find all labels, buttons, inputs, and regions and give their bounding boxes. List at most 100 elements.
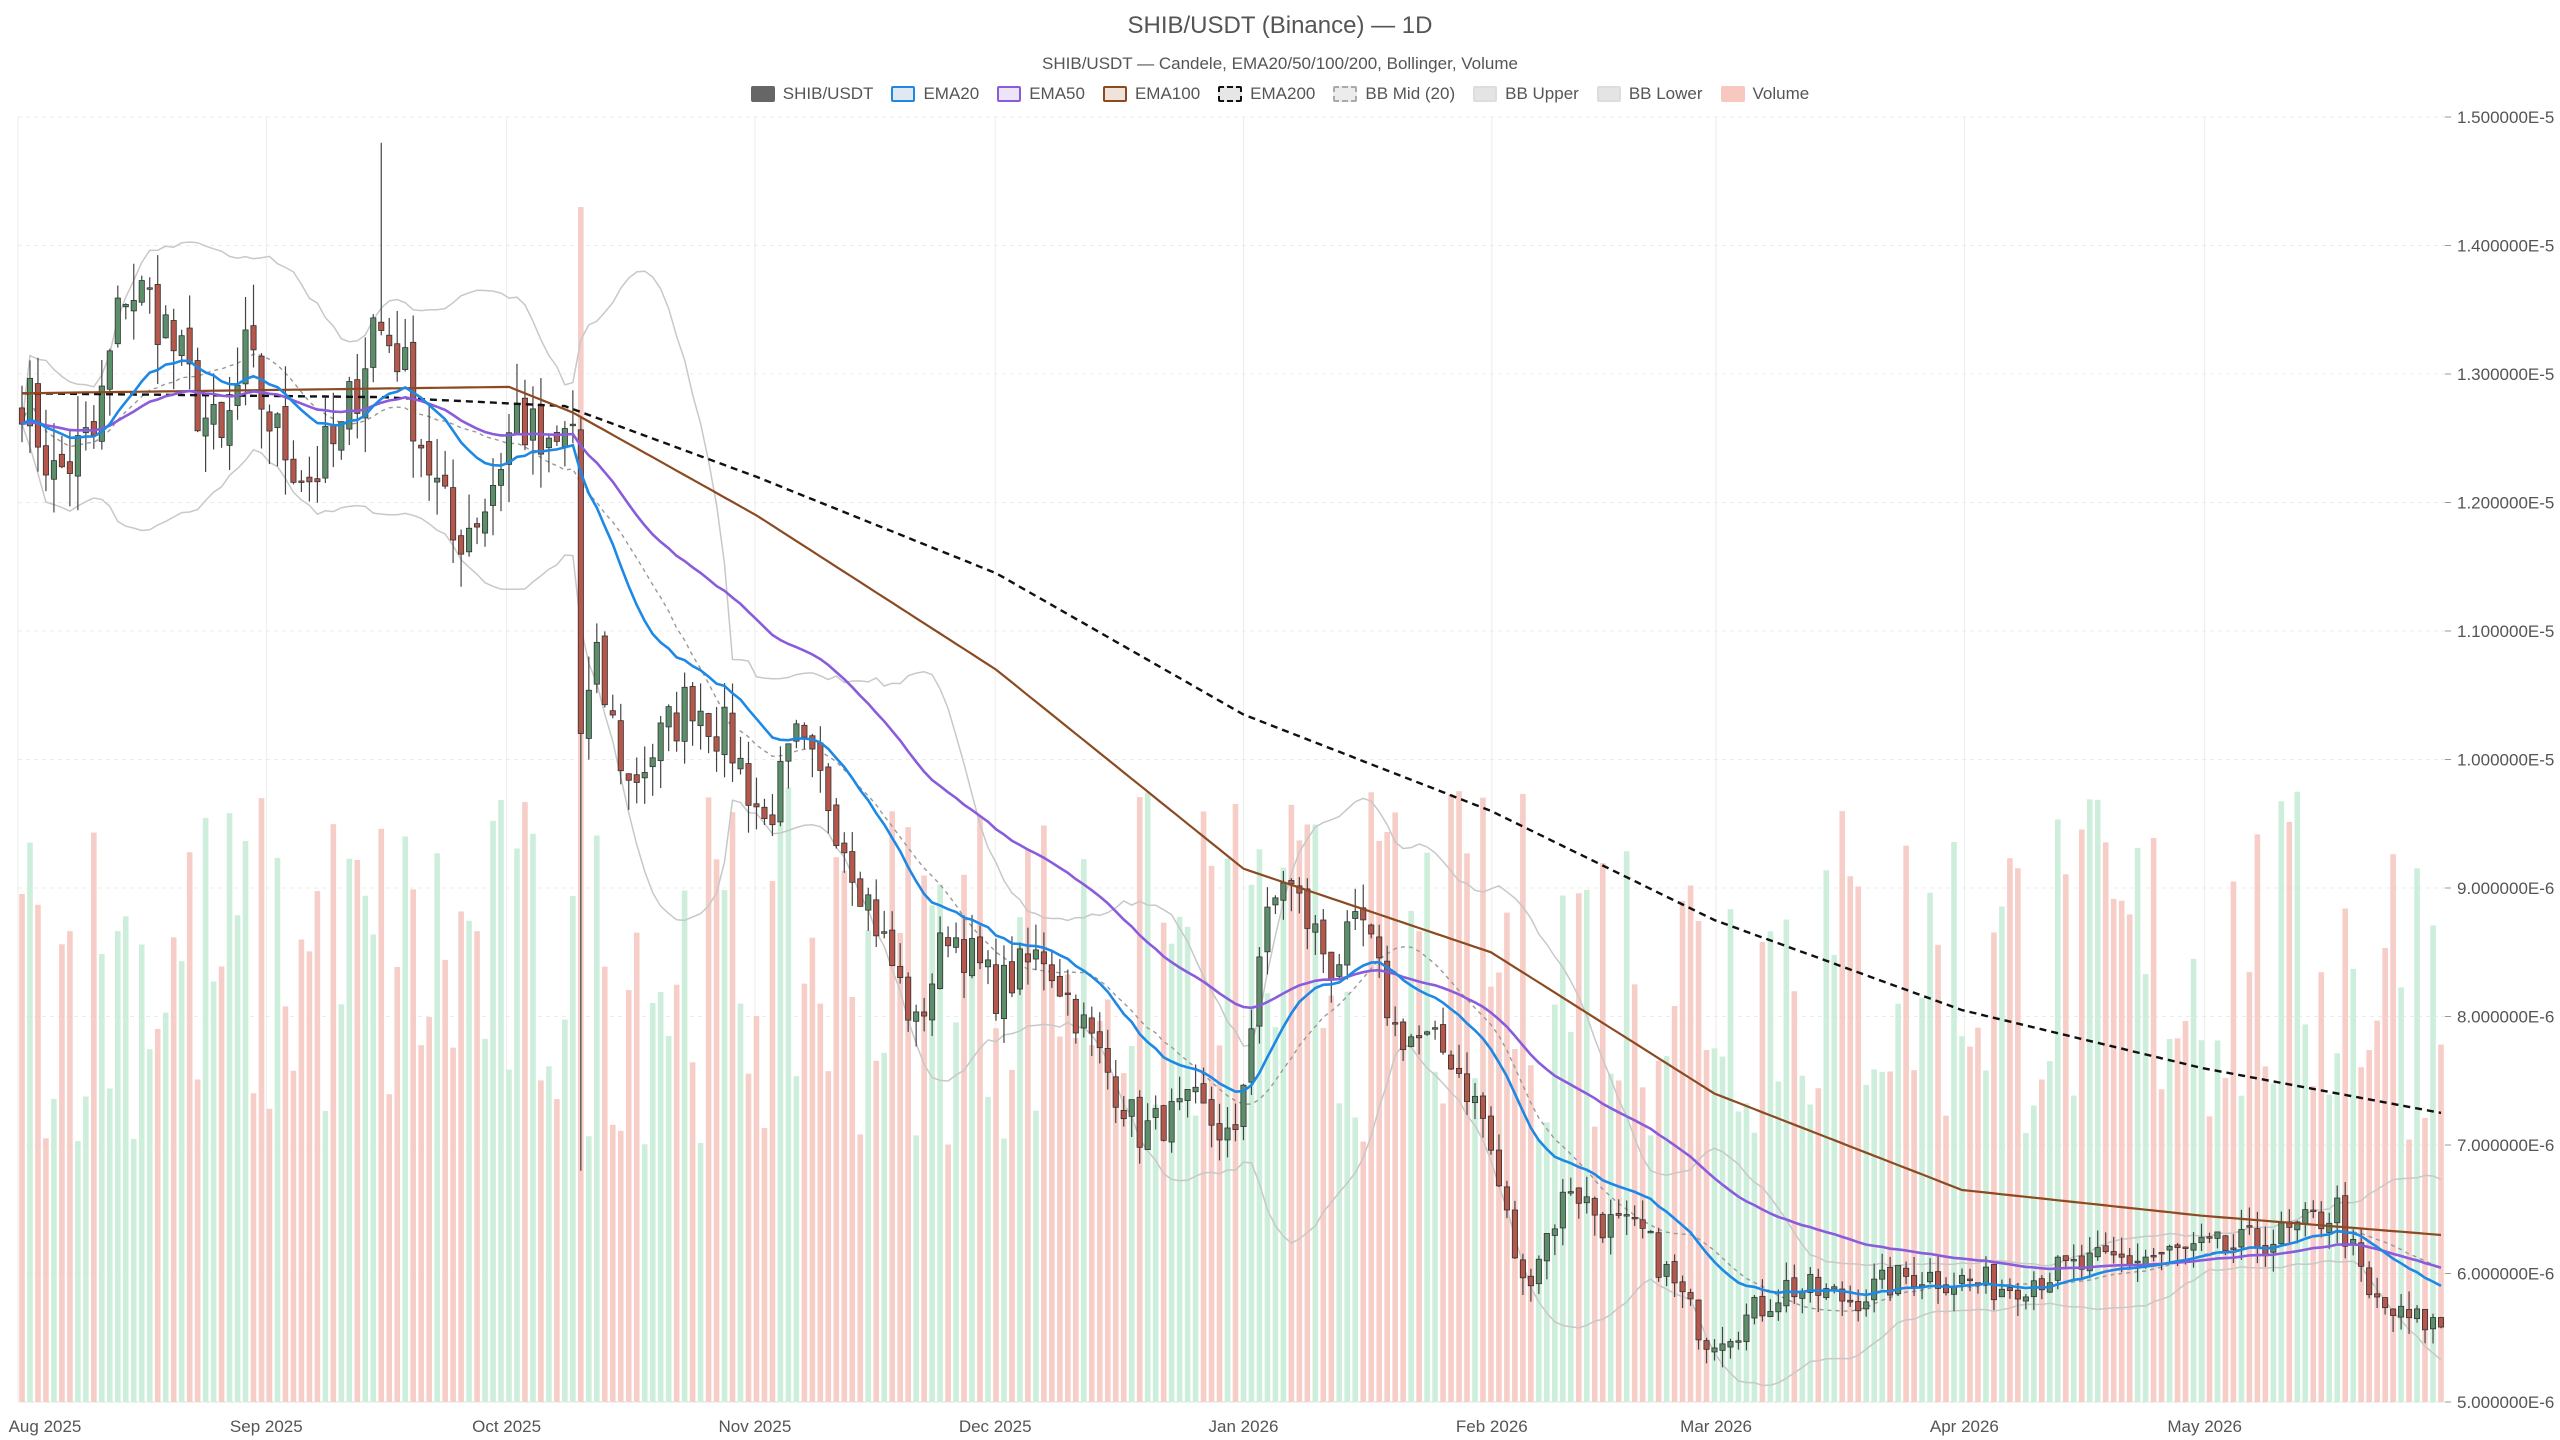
volume-bar — [1719, 1056, 1726, 1402]
candle-body — [466, 527, 473, 553]
volume-bar — [442, 959, 448, 1402]
candle-body — [617, 720, 624, 772]
volume-bar — [146, 1049, 153, 1402]
candle-body — [1495, 1149, 1502, 1187]
candle-body — [665, 706, 672, 728]
legend-item[interactable]: BB Lower — [1596, 84, 1703, 104]
y-tick-label: 1.200000E-5 — [2457, 494, 2554, 513]
candle-body — [777, 760, 784, 823]
candle-body — [1703, 1340, 1710, 1350]
candle-body — [745, 763, 752, 806]
candle-body — [1519, 1259, 1526, 1279]
legend-item[interactable]: EMA50 — [997, 84, 1085, 104]
ema-lines — [21, 359, 2442, 1297]
volume-bar — [1799, 1075, 1806, 1402]
volume-bar — [689, 1062, 696, 1402]
candle-body — [809, 735, 816, 750]
volume-bar — [1009, 1069, 1015, 1402]
volume-bar — [346, 858, 353, 1402]
candle-body — [130, 300, 137, 312]
candle-body — [681, 686, 688, 742]
candle-body — [418, 444, 425, 449]
candle-body — [1208, 1099, 1215, 1126]
candle-body — [2302, 1209, 2309, 1225]
candle-body — [482, 511, 489, 534]
candle-body — [1487, 1115, 1495, 1151]
volume-bar — [1352, 1117, 1359, 1402]
volume-bar — [194, 1079, 201, 1402]
candle-body — [2422, 1308, 2429, 1331]
candle-body — [1168, 1101, 1175, 1143]
legend-label: BB Upper — [1505, 84, 1579, 103]
x-tick-label: Oct 2025 — [472, 1417, 541, 1436]
volume-bar — [1168, 943, 1175, 1402]
candle-body — [945, 937, 952, 947]
x-tick-label: May 2026 — [2167, 1417, 2242, 1436]
candle-body — [1839, 1288, 1846, 1302]
candle-body — [170, 320, 177, 352]
candle-body — [569, 423, 576, 427]
candle-body — [218, 401, 225, 438]
volume-bar — [2039, 1079, 2045, 1402]
volume-bar — [889, 811, 895, 1402]
volume-bar — [1296, 840, 1303, 1402]
candle-body — [785, 743, 792, 762]
legend-label: EMA100 — [1134, 84, 1201, 103]
volume-bar — [530, 833, 536, 1402]
volume-bar — [1025, 850, 1031, 1402]
volume-bar — [522, 802, 528, 1402]
candle-body — [1815, 1276, 1822, 1296]
volume-bar — [27, 842, 33, 1402]
candle-body — [2334, 1197, 2341, 1224]
volume-bar — [474, 931, 480, 1402]
candle-body — [186, 327, 193, 365]
volume-bar — [378, 828, 385, 1402]
candle-body — [450, 487, 457, 541]
volume-bar — [498, 799, 504, 1402]
volume-bar — [945, 1144, 951, 1402]
volume-bar — [1128, 1046, 1135, 1402]
candle-body — [1719, 1343, 1726, 1351]
candle-body — [1855, 1301, 1862, 1312]
volume-bar — [354, 860, 361, 1402]
legend-item[interactable]: BB Upper — [1473, 84, 1579, 104]
volume-bar — [562, 1019, 568, 1402]
candle-body — [1775, 1302, 1782, 1313]
candle-body — [984, 959, 992, 968]
volume-bar — [1312, 824, 1319, 1402]
volume-bar — [985, 1096, 991, 1402]
volume-bar — [729, 812, 736, 1402]
legend-item[interactable]: EMA100 — [1102, 84, 1201, 104]
volume-bar — [1384, 831, 1390, 1402]
volume-bar — [1560, 895, 1566, 1402]
legend-item[interactable]: Volume — [1720, 84, 1809, 104]
candle-body — [2230, 1247, 2237, 1250]
volume-bar — [1488, 986, 1494, 1402]
candle-body — [1032, 949, 1039, 960]
volume-bar — [546, 1066, 552, 1402]
volume-bar — [1240, 1107, 1247, 1402]
volume-bar — [450, 1047, 456, 1402]
volume-bar — [649, 1003, 656, 1402]
volume-bar — [19, 894, 25, 1402]
candle-body — [1384, 960, 1391, 1019]
volume-bar — [210, 981, 217, 1402]
volume-bar — [154, 1028, 161, 1402]
legend-item[interactable]: EMA200 — [1218, 84, 1315, 104]
legend-item[interactable]: BB Mid (20) — [1333, 84, 1455, 104]
volume-bar — [67, 931, 73, 1402]
volume-bar — [1687, 885, 1694, 1402]
candle-body — [1312, 923, 1319, 933]
candle-body — [513, 403, 521, 435]
candle-body — [873, 899, 880, 937]
candle-body — [633, 774, 640, 783]
candle-body — [2374, 1293, 2381, 1298]
legend-item[interactable]: SHIB/USDT — [750, 84, 873, 104]
candle-body — [1360, 907, 1367, 921]
legend-item[interactable]: EMA20 — [891, 84, 979, 104]
chart-legend: SHIB/USDT EMA20 EMA50 EMA100 EMA200 BB Mid (2… — [0, 84, 2560, 104]
volume-bar — [697, 1143, 704, 1402]
volume-bar — [1775, 1081, 1782, 1402]
candle-body — [905, 976, 912, 1021]
y-tick-label: 1.300000E-5 — [2457, 365, 2554, 384]
